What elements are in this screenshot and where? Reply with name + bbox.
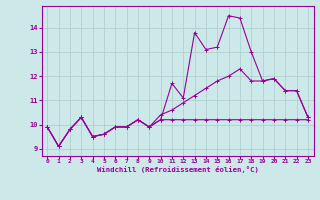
X-axis label: Windchill (Refroidissement éolien,°C): Windchill (Refroidissement éolien,°C) (97, 166, 259, 173)
